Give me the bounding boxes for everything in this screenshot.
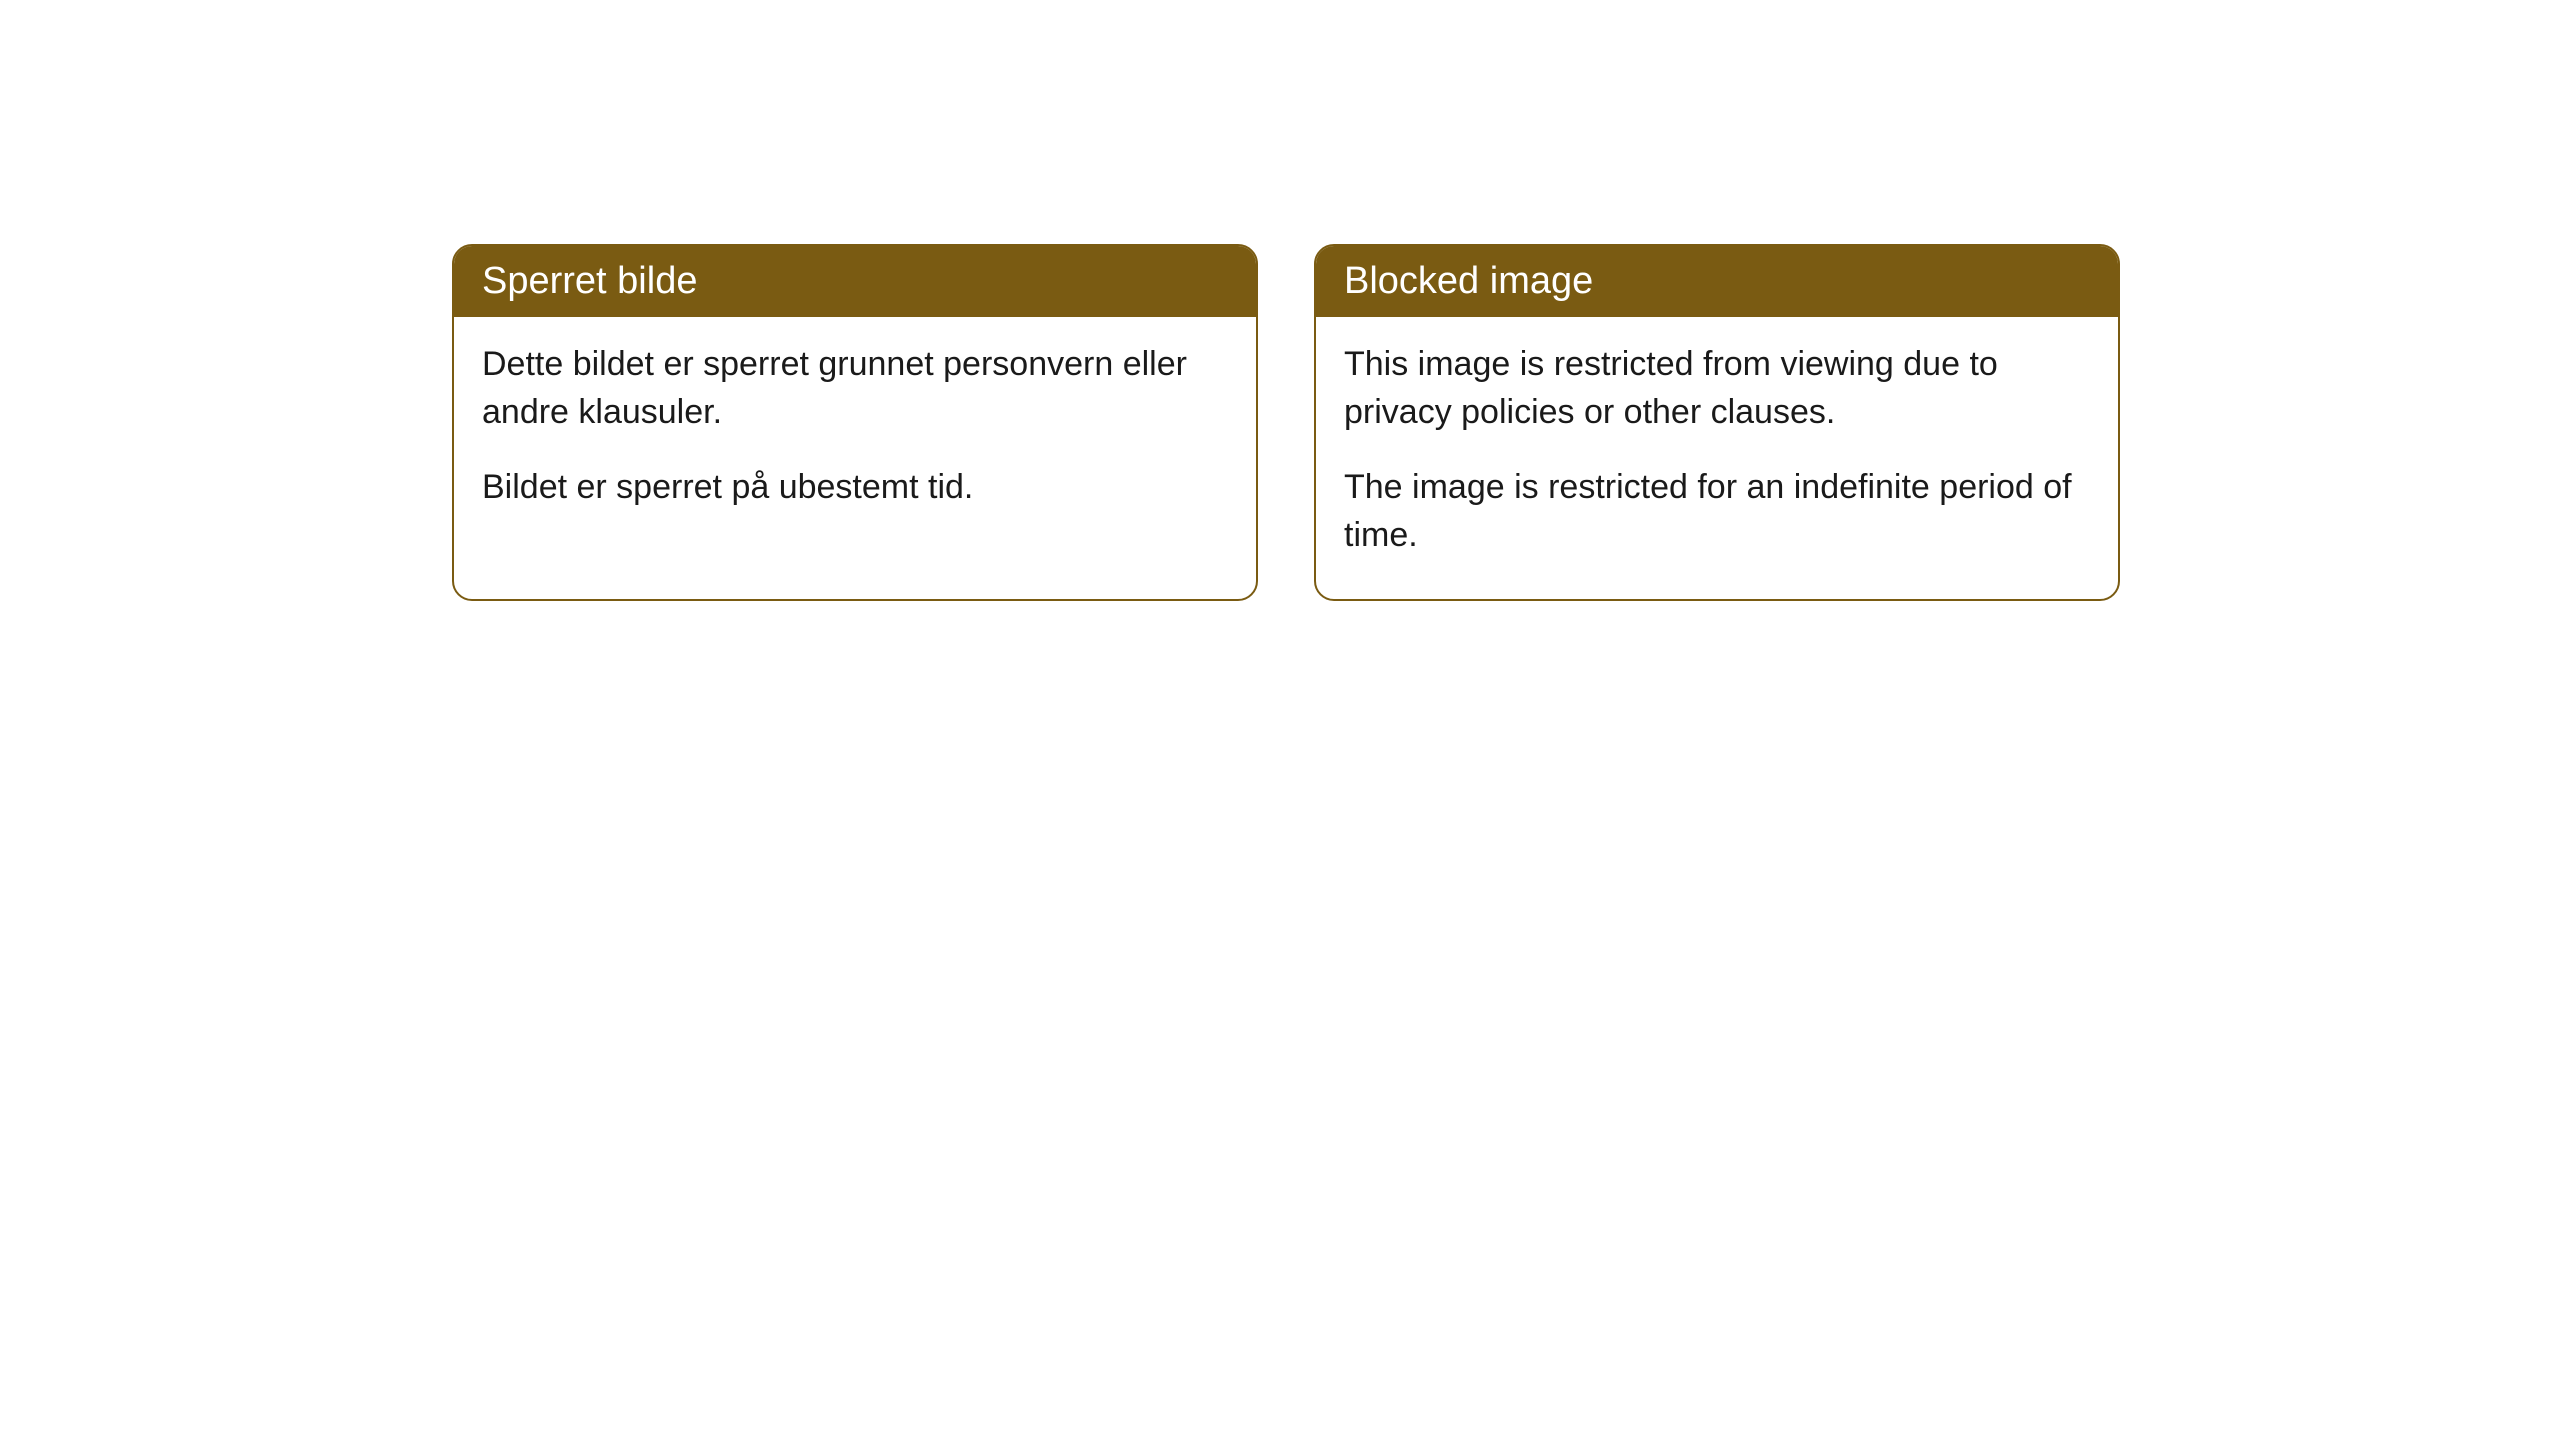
card-paragraph: This image is restricted from viewing du… [1344,341,2090,436]
card-body: Dette bildet er sperret grunnet personve… [454,317,1256,552]
card-paragraph: Dette bildet er sperret grunnet personve… [482,341,1228,436]
card-paragraph: The image is restricted for an indefinit… [1344,464,2090,559]
notice-card-norwegian: Sperret bilde Dette bildet er sperret gr… [452,244,1258,601]
card-paragraph: Bildet er sperret på ubestemt tid. [482,464,1228,512]
card-title: Blocked image [1344,260,1593,302]
card-header: Sperret bilde [454,246,1256,317]
card-body: This image is restricted from viewing du… [1316,317,2118,599]
card-title: Sperret bilde [482,260,697,302]
card-header: Blocked image [1316,246,2118,317]
notice-card-english: Blocked image This image is restricted f… [1314,244,2120,601]
notice-cards-container: Sperret bilde Dette bildet er sperret gr… [452,244,2120,601]
